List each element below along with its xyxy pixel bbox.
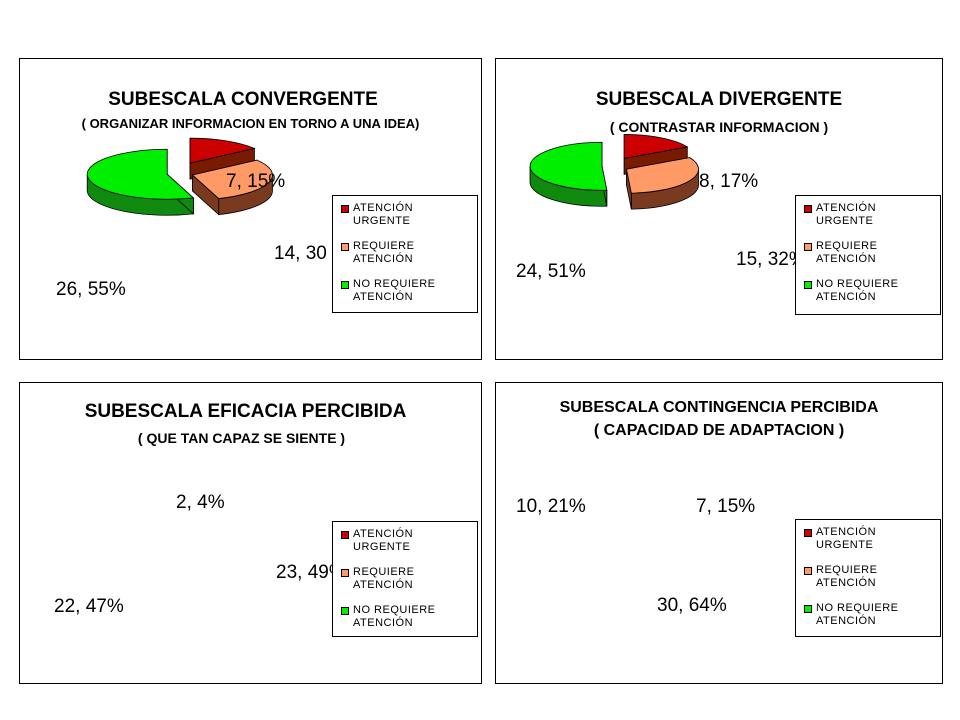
legend-swatch (804, 243, 812, 251)
data-label: 7, 15% (226, 171, 285, 192)
chart-panel-divergente: SUBESCALA DIVERGENTE ( CONTRASTAR INFORM… (495, 58, 943, 360)
legend-label: ATENCIÓN URGENTE (816, 526, 877, 551)
data-label: 15, 32% (736, 249, 806, 270)
chart-legend: ATENCIÓN URGENTE REQUIERE ATENCIÓN NO REQU… (332, 195, 478, 313)
legend-label: NO REQUIERE ATENCIÓN (816, 278, 899, 303)
chart-title: SUBESCALA CONVERGENTE (108, 89, 378, 110)
legend-label: REQUIERE ATENCIÓN (353, 566, 415, 591)
chart-subtitle: ( ORGANIZAR INFORMACION EN TORNO A UNA I… (81, 116, 420, 131)
chart-subtitle: ( CONTRASTAR INFORMACION ) (609, 119, 829, 135)
data-label: 26, 55% (56, 279, 126, 300)
legend-swatch (804, 529, 812, 537)
legend-label: NO REQUIERE ATENCIÓN (353, 278, 436, 303)
legend-swatch (804, 281, 812, 289)
chart-subtitle: ( CAPACIDAD DE ADAPTACION ) (593, 422, 845, 439)
chart-legend: ATENCIÓN URGENTE REQUIERE ATENCIÓN NO REQU… (795, 519, 941, 637)
data-label: 30, 64% (657, 595, 727, 616)
chart-panel-eficacia: SUBESCALA EFICACIA PERCIBIDA ( QUE TAN C… (19, 382, 482, 684)
legend-label: REQUIERE ATENCIÓN (353, 240, 415, 265)
legend-swatch (341, 281, 349, 289)
legend-swatch (804, 567, 812, 575)
data-label: 14, 30 (274, 243, 327, 264)
legend-swatch (341, 531, 349, 539)
legend-swatch (804, 205, 812, 213)
pie-chart: 8, 17% 15, 32% 24, 51% (516, 134, 806, 282)
chart-title: SUBESCALA DIVERGENTE (595, 89, 843, 110)
legend-label: NO REQUIERE ATENCIÓN (353, 604, 436, 629)
legend-label: REQUIERE ATENCIÓN (816, 240, 878, 265)
chart-panel-contingencia: SUBESCALA CONTINGENCIA PERCIBIDA ( CAPAC… (495, 382, 943, 684)
pie-slice-no-requiere-atención (529, 141, 608, 207)
pie-slice-no-requiere-atención (86, 148, 195, 216)
data-label: 24, 51% (516, 261, 586, 282)
legend-label: REQUIERE ATENCIÓN (816, 564, 878, 589)
legend-swatch (341, 607, 349, 615)
data-label: 7, 15% (696, 496, 755, 517)
pie-chart: 7, 15% 14, 30 26, 55% (56, 137, 327, 300)
chart-panel-convergente: SUBESCALA CONVERGENTE ( ORGANIZAR INFORM… (19, 58, 482, 360)
legend-label: ATENCIÓN URGENTE (353, 528, 414, 553)
data-label: 22, 47% (54, 596, 124, 617)
chart-title: SUBESCALA CONTINGENCIA PERCIBIDA (559, 399, 879, 416)
chart-title: SUBESCALA EFICACIA PERCIBIDA (84, 401, 407, 422)
data-label: 8, 17% (699, 171, 758, 192)
legend-label: ATENCIÓN URGENTE (353, 202, 414, 227)
pie-slice-requiere-atención (626, 157, 699, 210)
legend-label: NO REQUIERE ATENCIÓN (816, 602, 899, 627)
legend-label: ATENCIÓN URGENTE (816, 202, 877, 227)
legend-swatch (341, 569, 349, 577)
chart-legend: ATENCIÓN URGENTE REQUIERE ATENCIÓN NO REQU… (332, 521, 478, 637)
data-label: 23, 49% (276, 562, 346, 583)
pie-chart: 2, 4% 23, 49% 22, 47% (54, 492, 346, 617)
chart-legend: ATENCIÓN URGENTE REQUIERE ATENCIÓN NO REQU… (795, 195, 941, 315)
pie-chart: 7, 15% 30, 64% 10, 21% (516, 496, 755, 616)
legend-swatch (804, 605, 812, 613)
data-label: 10, 21% (516, 496, 586, 517)
legend-swatch (341, 205, 349, 213)
pie-slice-requiere-atención (191, 159, 273, 216)
chart-subtitle: ( QUE TAN CAPAZ SE SIENTE ) (137, 430, 346, 446)
legend-swatch (341, 243, 349, 251)
data-label: 2, 4% (176, 492, 225, 513)
